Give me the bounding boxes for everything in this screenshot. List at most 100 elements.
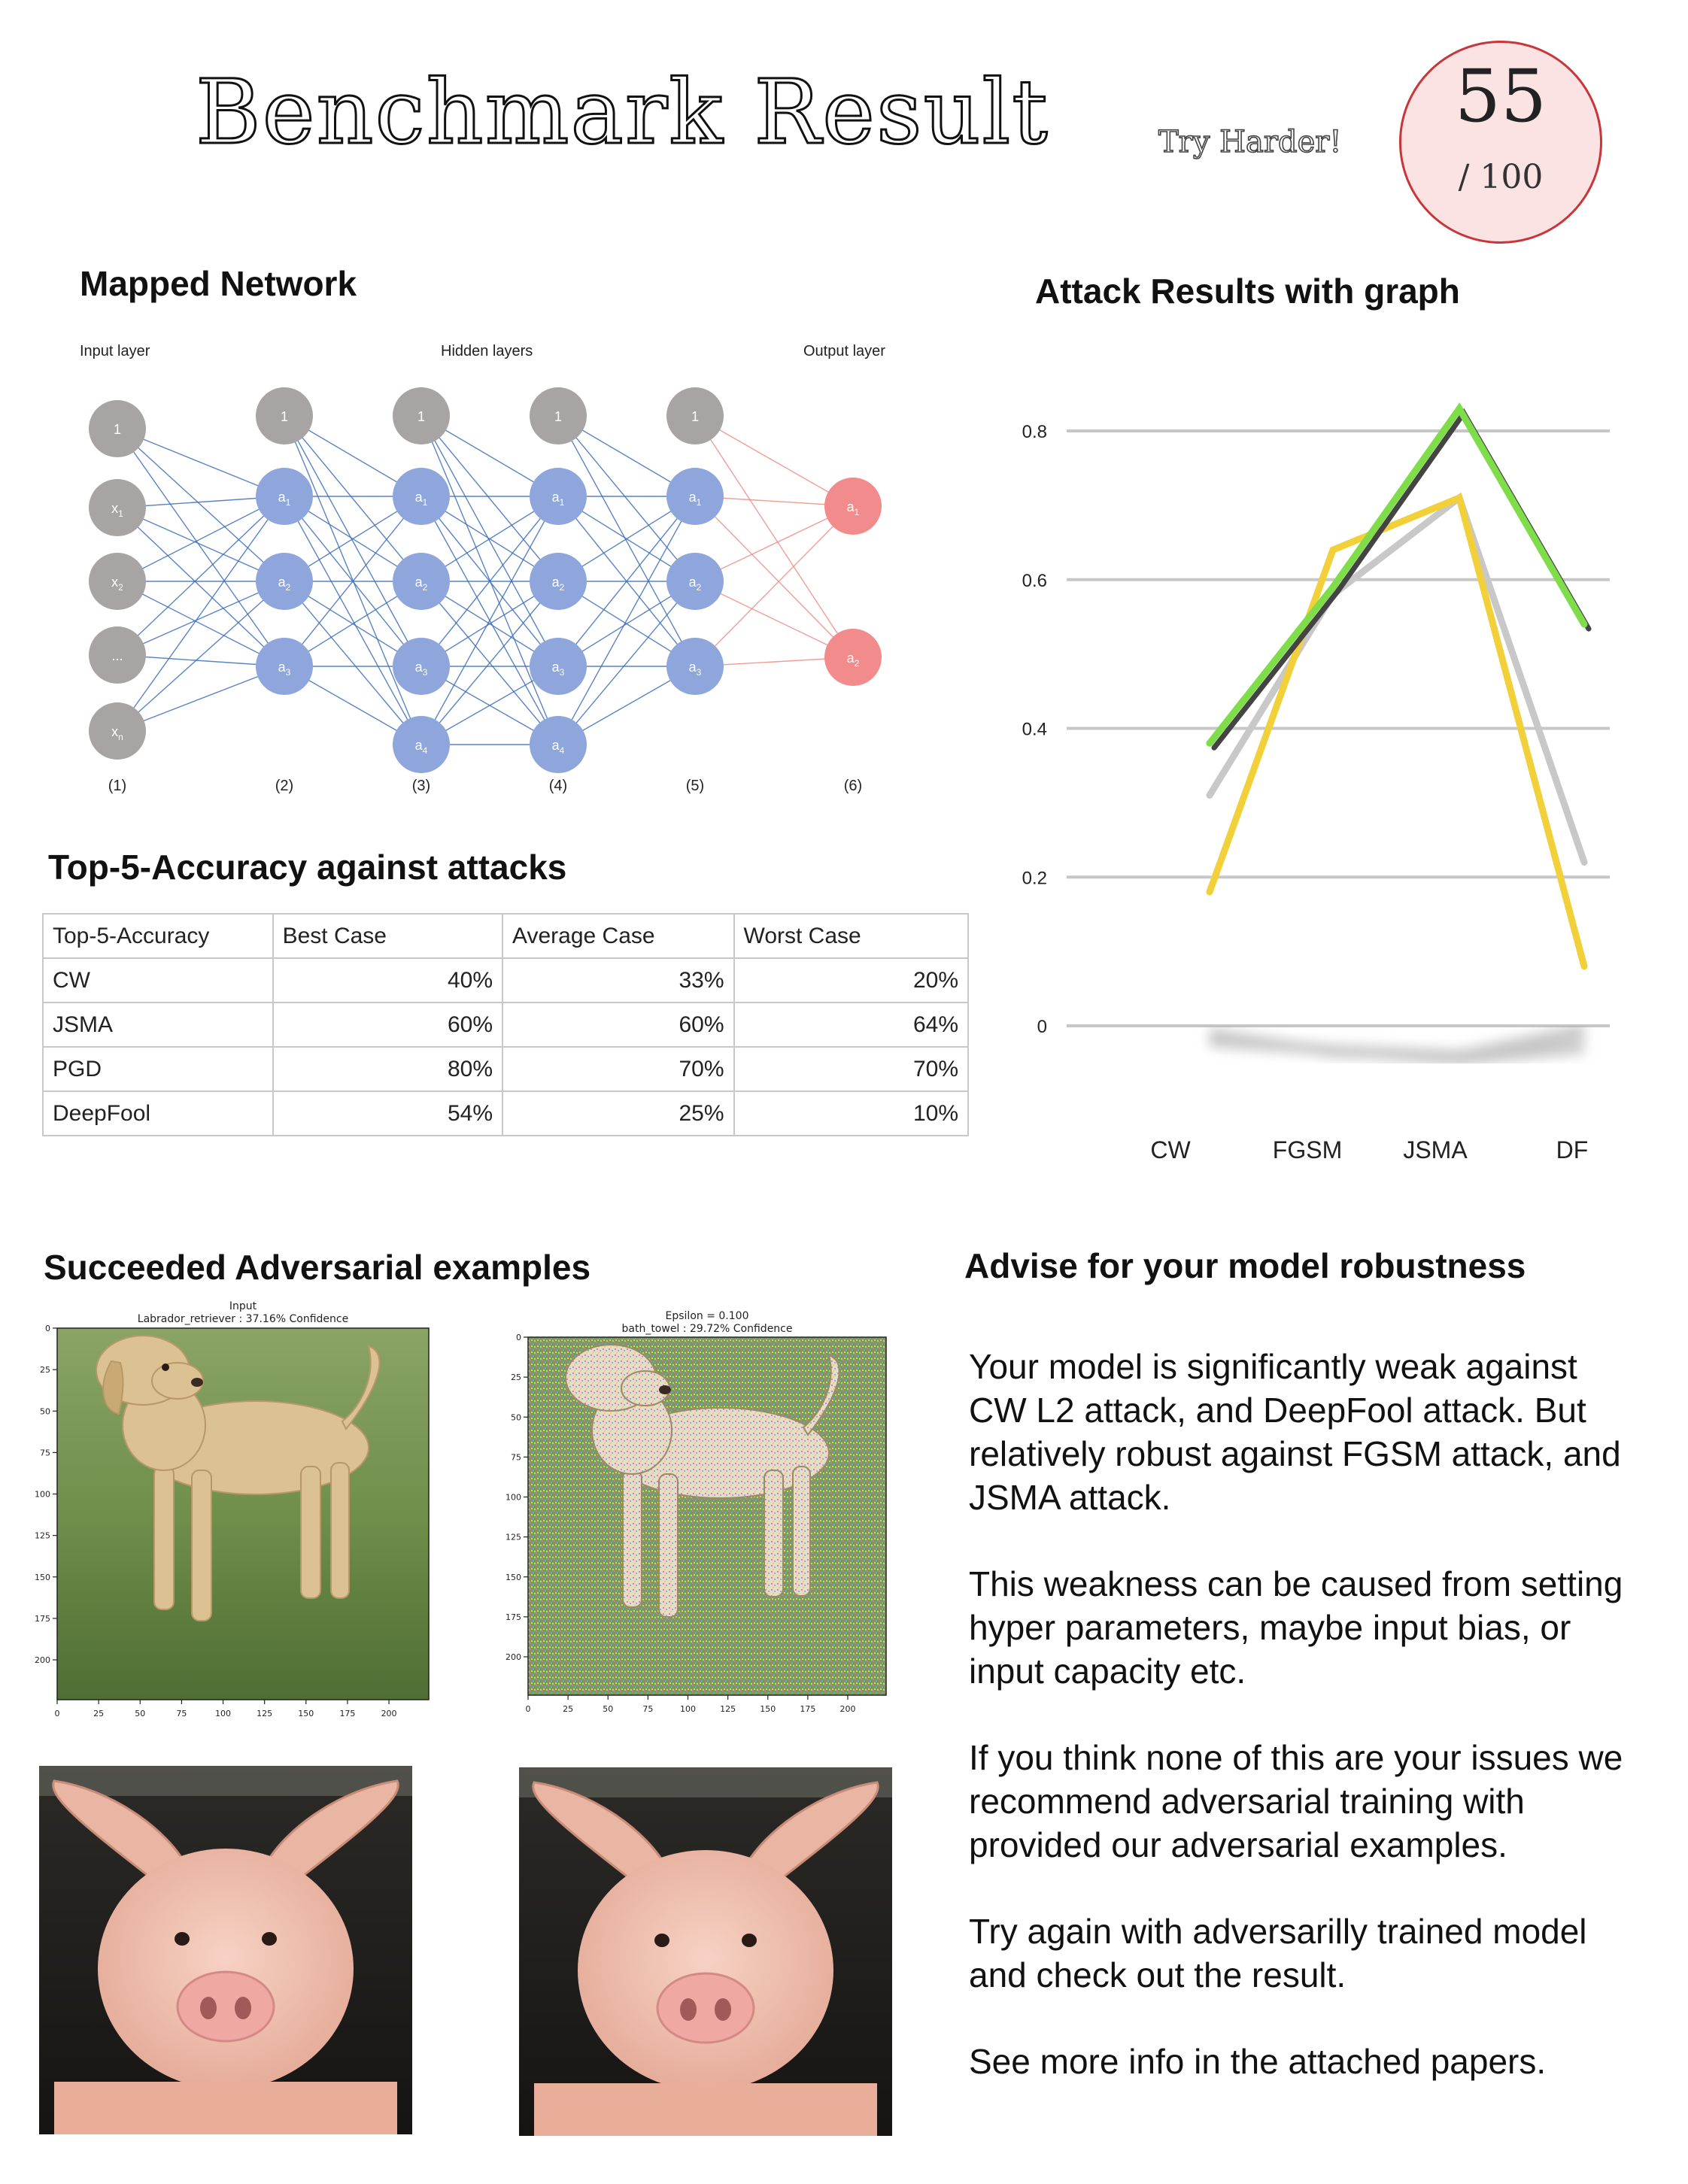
x-tick-label: 25 xyxy=(563,1704,573,1714)
plot1-title: Input Labrador_retriever : 37.16% Confid… xyxy=(57,1300,429,1326)
network-edge xyxy=(557,415,696,667)
network-edge xyxy=(117,581,285,667)
examples-heading: Succeeded Adversarial examples xyxy=(44,1248,591,1287)
network-node: a2 xyxy=(256,553,313,610)
network-node: xn xyxy=(89,702,146,760)
cell: 60% xyxy=(272,1002,504,1048)
table-row: CW 40% 33% 20% xyxy=(42,957,970,1003)
x-tick-label: 75 xyxy=(176,1709,187,1718)
network-heading: Mapped Network xyxy=(80,264,357,303)
network-edge xyxy=(420,415,559,667)
network-node: a3 xyxy=(530,638,587,695)
y-tick-label: 100 xyxy=(505,1493,521,1503)
row-label: JSMA xyxy=(42,1002,274,1048)
network-node: 1 xyxy=(89,400,146,457)
cell: 70% xyxy=(733,1046,970,1092)
x-tick-label: 0 xyxy=(526,1704,531,1714)
y-tick-label: 200 xyxy=(505,1652,521,1662)
y-tick-label: 0.4 xyxy=(1022,720,1047,740)
x-tick-label: 0 xyxy=(55,1709,60,1718)
cell: 80% xyxy=(272,1046,504,1092)
y-tick-label: 150 xyxy=(35,1573,50,1582)
network-edge xyxy=(557,496,696,745)
graph-heading: Attack Results with graph xyxy=(1035,271,1460,311)
cell: 33% xyxy=(502,957,735,1003)
x-tick-label: 175 xyxy=(800,1704,815,1714)
network-node-label: 1 xyxy=(281,409,288,424)
network-node: a4 xyxy=(530,716,587,773)
network-node: a2 xyxy=(666,553,724,610)
y-tick-label: 125 xyxy=(505,1533,521,1542)
network-edge xyxy=(420,496,559,667)
y-tick-label: 50 xyxy=(40,1406,50,1416)
network-edges xyxy=(117,415,854,745)
y-tick-label: 0.8 xyxy=(1022,422,1047,442)
network-edge xyxy=(284,415,422,745)
network-node-label: 1 xyxy=(554,409,562,424)
table-row: JSMA 60% 60% 64% xyxy=(42,1002,970,1048)
network-column-number: (4) xyxy=(549,778,567,794)
x-tick-label: 100 xyxy=(680,1704,696,1714)
network-node: a2 xyxy=(530,553,587,610)
network-column-number: (2) xyxy=(275,778,293,794)
advice-paragraph: See more info in the attached papers. xyxy=(969,2042,1547,2081)
network-node: a1 xyxy=(824,478,882,535)
network-edge xyxy=(117,581,285,732)
row-label: CW xyxy=(42,957,274,1003)
accuracy-table: Top-5-Accuracy Best Case Average Case Wo… xyxy=(42,913,970,1136)
y-tick-label: 50 xyxy=(511,1412,521,1422)
y-tick-label: 75 xyxy=(511,1452,521,1462)
cell: 10% xyxy=(733,1090,970,1136)
network-node-label: 1 xyxy=(114,422,121,437)
input-layer-label: Input layer xyxy=(80,343,150,359)
y-tick-label: 0.6 xyxy=(1022,571,1047,591)
x-tick-label: 150 xyxy=(760,1704,776,1714)
score-max: / 100 xyxy=(1458,158,1544,196)
network-diagram: 1 x1 x2... xn 1 a1 a2 a3 1 a1 a2 a3 a4 1 a1 a2 a3 a4 1 a1 a2… xyxy=(89,387,882,794)
network-nodes: 1 x1 x2... xn 1 a1 a2 a3 1 a1 a2 a3 a4 1 a1 a2 a3 a4 1 a1 a2… xyxy=(89,387,882,773)
network-edge xyxy=(117,581,285,656)
cell: 70% xyxy=(502,1046,735,1092)
network-node: x2 xyxy=(89,553,146,610)
network-edge xyxy=(284,496,422,745)
plot2-title: Epsilon = 0.100 bath_towel : 29.72% Conf… xyxy=(528,1310,886,1336)
y-tick-label: 150 xyxy=(505,1573,521,1582)
network-node: x1 xyxy=(89,479,146,536)
row-label: PGD xyxy=(42,1046,274,1092)
chart-labels: 0.8 0.6 0.4 0.2 0 CW FGSM JSMA DF xyxy=(1022,422,1589,1163)
network-edge xyxy=(694,505,854,582)
network-edge xyxy=(420,496,559,745)
x-tick-label: 125 xyxy=(720,1704,736,1714)
x-tick-label: FGSM xyxy=(1273,1136,1342,1163)
y-tick-label: 75 xyxy=(40,1448,50,1458)
x-tick-label: 175 xyxy=(339,1709,355,1718)
tagline: Try Harder! xyxy=(1158,124,1342,160)
network-node-label: 1 xyxy=(417,409,425,424)
output-layer-label: Output layer xyxy=(803,343,885,359)
network-node: a1 xyxy=(256,468,313,525)
network-edge xyxy=(420,581,559,745)
plot2-title-line1: Epsilon = 0.100 xyxy=(665,1310,749,1322)
table-heading: Top-5-Accuracy against attacks xyxy=(48,848,567,887)
network-node: a4 xyxy=(393,716,450,773)
network-node: 1 xyxy=(530,387,587,444)
network-edge xyxy=(420,415,559,582)
network-edge xyxy=(117,507,285,582)
advice-paragraph: This weakness can be caused from setting… xyxy=(969,1564,1623,1691)
y-tick-label: 200 xyxy=(35,1655,50,1665)
y-tick-label: 0 xyxy=(516,1333,521,1342)
network-node-label: 1 xyxy=(691,409,699,424)
page-title: Benchmark Result xyxy=(195,59,1049,165)
dog-nose xyxy=(191,1378,203,1387)
y-tick-label: 125 xyxy=(35,1531,50,1541)
score-value: 55 xyxy=(1454,54,1547,138)
col-header: Best Case xyxy=(272,913,504,959)
x-tick-label: 150 xyxy=(298,1709,314,1718)
x-tick-label: DF xyxy=(1556,1136,1589,1163)
adversarial-dog-nose xyxy=(659,1385,671,1394)
pig-photo-original xyxy=(39,1766,412,2134)
network-node: a1 xyxy=(666,468,724,525)
dog-illustration xyxy=(96,1335,381,1621)
y-tick-label: 175 xyxy=(505,1612,521,1622)
advice-paragraph: If you think none of this are your issue… xyxy=(969,1738,1623,1864)
